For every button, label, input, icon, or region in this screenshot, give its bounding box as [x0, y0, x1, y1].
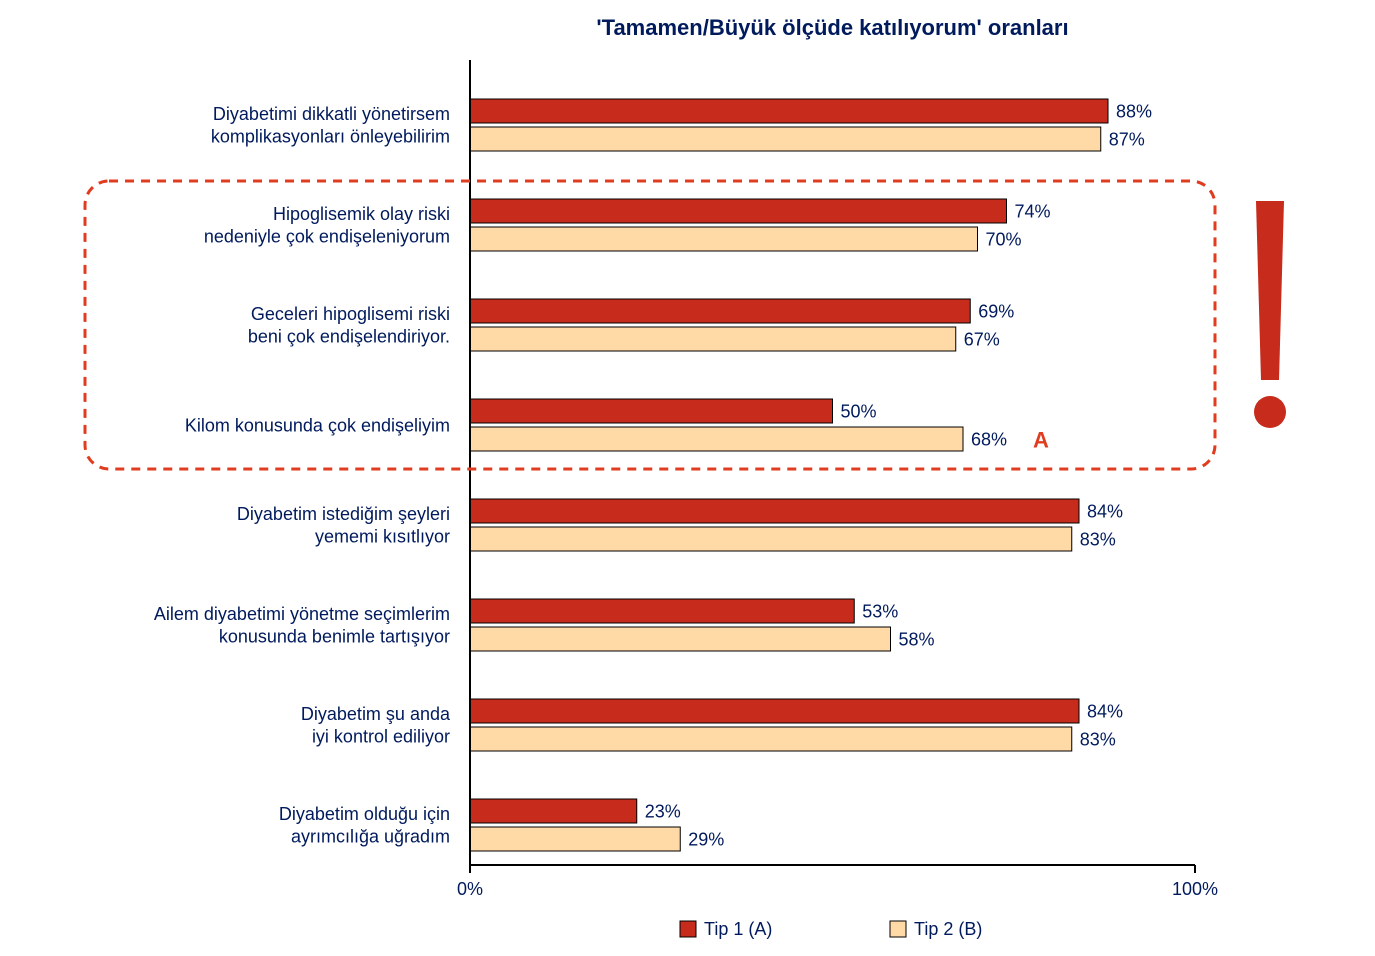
legend-swatch — [680, 921, 696, 937]
category-label: Diyabetimi dikkatli yönetirsem — [213, 104, 450, 124]
bar — [470, 127, 1101, 151]
category-label: Hipoglisemik olay riski — [273, 204, 450, 224]
bar — [470, 727, 1072, 751]
legend-label: Tip 2 (B) — [914, 919, 982, 939]
x-tick-label: 0% — [457, 879, 483, 899]
category-label: Diyabetim olduğu için — [279, 804, 450, 824]
category-label: yememi kısıtlıyor — [315, 527, 450, 547]
bar — [470, 99, 1108, 123]
category-label: Diyabetim istediğim şeyleri — [237, 504, 450, 524]
bar — [470, 799, 637, 823]
bar-value-label: 84% — [1087, 502, 1123, 522]
bar — [470, 327, 956, 351]
legend-swatch — [890, 921, 906, 937]
bar — [470, 827, 680, 851]
bar-value-label: 58% — [899, 630, 935, 650]
category-label: beni çok endişelendiriyor. — [248, 327, 450, 347]
category-label: komplikasyonları önleyebilirim — [211, 127, 450, 147]
category-label: ayrımcılığa uğradım — [291, 827, 450, 847]
bar-value-label: 70% — [986, 230, 1022, 250]
bar — [470, 599, 854, 623]
bar-value-label: 87% — [1109, 130, 1145, 150]
exclamation-icon — [1256, 201, 1284, 380]
bar — [470, 427, 963, 451]
bar — [470, 199, 1007, 223]
bar — [470, 299, 970, 323]
bar-value-label: 23% — [645, 802, 681, 822]
bar-value-label: 74% — [1015, 202, 1051, 222]
annotation-letter: A — [1033, 427, 1049, 452]
category-label: iyi kontrol ediliyor — [312, 727, 450, 747]
bar — [470, 627, 891, 651]
bar-value-label: 83% — [1080, 530, 1116, 550]
bar-value-label: 50% — [841, 402, 877, 422]
bar — [470, 499, 1079, 523]
chart-container: 'Tamamen/Büyük ölçüde katılıyorum' oranl… — [0, 0, 1375, 951]
bar-value-label: 69% — [978, 302, 1014, 322]
legend-label: Tip 1 (A) — [704, 919, 772, 939]
chart-svg: 'Tamamen/Büyük ölçüde katılıyorum' oranl… — [0, 0, 1375, 951]
bar-value-label: 88% — [1116, 102, 1152, 122]
chart-title: 'Tamamen/Büyük ölçüde katılıyorum' oranl… — [596, 15, 1068, 40]
bar — [470, 227, 978, 251]
category-label: Kilom konusunda çok endişeliyim — [185, 415, 450, 435]
bar-value-label: 83% — [1080, 730, 1116, 750]
x-tick-label: 100% — [1172, 879, 1218, 899]
category-label: nedeniyle çok endişeleniyorum — [204, 227, 450, 247]
category-label: Ailem diyabetimi yönetme seçimlerim — [154, 604, 450, 624]
bar — [470, 699, 1079, 723]
bar-value-label: 67% — [964, 330, 1000, 350]
bar — [470, 527, 1072, 551]
bar-value-label: 84% — [1087, 702, 1123, 722]
category-label: Geceleri hipoglisemi riski — [251, 304, 450, 324]
bar-value-label: 53% — [862, 602, 898, 622]
bar — [470, 399, 833, 423]
exclamation-dot-icon — [1254, 396, 1286, 428]
bar-value-label: 68% — [971, 430, 1007, 450]
category-label: Diyabetim şu anda — [301, 704, 451, 724]
category-label: konusunda benimle tartışıyor — [219, 627, 450, 647]
bar-value-label: 29% — [688, 830, 724, 850]
